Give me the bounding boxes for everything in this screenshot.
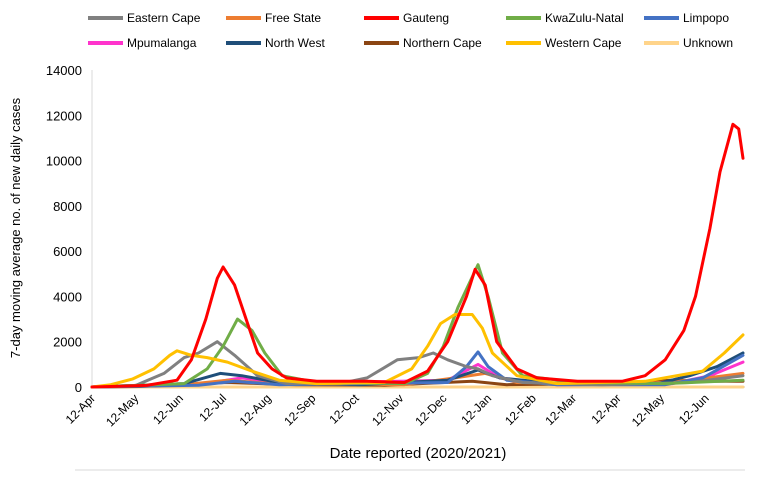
x-tick-label: 12-May (103, 391, 141, 429)
y-tick-label: 6000 (53, 244, 82, 259)
axes (91, 70, 745, 388)
y-tick-label: 10000 (46, 154, 82, 169)
legend-label: KwaZulu-Natal (545, 11, 624, 25)
legend-item-eastern-cape: Eastern Cape (88, 11, 201, 25)
series-line-north-west (90, 351, 745, 389)
y-tick-label: 8000 (53, 199, 82, 214)
legend-item-limpopo: Limpopo (644, 11, 729, 25)
y-tick-label: 14000 (46, 63, 82, 78)
legend-item-north-west: North West (226, 36, 325, 50)
x-tick-label: 12-Jun (150, 391, 186, 427)
y-tick-labels: 0 2000 4000 6000 8000 10000 12000 14000 (46, 63, 82, 395)
y-tick-label: 4000 (53, 289, 82, 304)
y-tick-label: 2000 (53, 335, 82, 350)
legend-item-western-cape: Western Cape (506, 36, 622, 50)
x-tick-label: 12-Oct (326, 391, 362, 427)
legend: Eastern Cape Free State Gauteng KwaZulu-Nat… (88, 11, 733, 50)
x-tick-label: 12-Jul (196, 391, 229, 424)
x-tick-label: 12-Mar (542, 391, 579, 428)
legend-label: Mpumalanga (127, 36, 197, 50)
series-lines (90, 122, 745, 389)
y-tick-label: 12000 (46, 108, 82, 123)
legend-label: Eastern Cape (127, 11, 201, 25)
x-tick-label: 12-Feb (502, 391, 539, 428)
y-tick-label: 0 (75, 380, 82, 395)
legend-item-free-state: Free State (226, 11, 321, 25)
x-tick-labels: 12-Apr 12-May 12-Jun 12-Jul 12-Aug 12-Sep 12-O… (63, 391, 712, 430)
x-tick-label: 12-Jun (676, 391, 712, 427)
x-tick-label: 12-Aug (237, 391, 274, 428)
series-line-western-cape (90, 313, 745, 389)
legend-label: Limpopo (683, 11, 729, 25)
series-line-gauteng (90, 122, 745, 389)
x-axis-label: Date reported (2020/2021) (330, 445, 507, 462)
x-tick-label: 12-May (629, 391, 667, 429)
legend-item-kwazulu-natal: KwaZulu-Natal (506, 11, 624, 25)
legend-label: Western Cape (545, 36, 622, 50)
legend-label: Gauteng (403, 11, 449, 25)
legend-label: Free State (265, 11, 321, 25)
legend-item-mpumalanga: Mpumalanga (88, 36, 197, 50)
x-tick-label: 12-Apr (588, 391, 623, 426)
legend-label: Northern Cape (403, 36, 482, 50)
x-tick-label: 12-Jan (458, 391, 494, 427)
legend-label: Unknown (683, 36, 733, 50)
y-axis-label: 7-day moving average no. of new daily ca… (8, 97, 23, 358)
legend-item-unknown: Unknown (644, 36, 733, 50)
legend-item-northern-cape: Northern Cape (364, 36, 482, 50)
legend-item-gauteng: Gauteng (364, 11, 449, 25)
x-tick-label: 12-Dec (412, 391, 449, 428)
legend-label: North West (265, 36, 325, 50)
x-tick-label: 12-Nov (369, 391, 406, 428)
x-tick-label: 12-Sep (281, 391, 318, 428)
x-tick-label: 12-Apr (63, 391, 98, 426)
series-line-kwazulu-natal (90, 263, 745, 389)
